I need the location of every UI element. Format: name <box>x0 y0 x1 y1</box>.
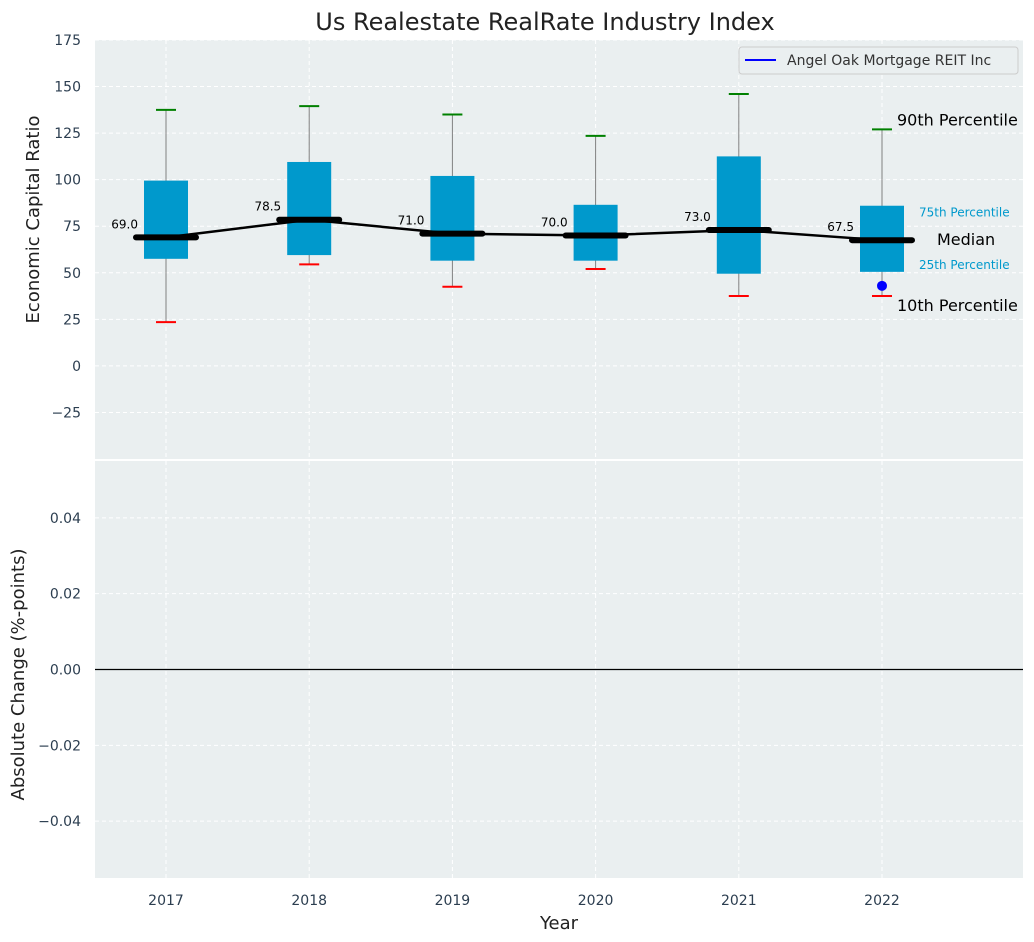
x-tick-label: 2021 <box>721 893 757 909</box>
annotation-p25: 25th Percentile <box>919 258 1010 272</box>
median-value-label: 69.0 <box>111 217 138 231</box>
bottom-y-axis-label: Absolute Change (%-points) <box>8 549 29 801</box>
x-tick-label: 2019 <box>435 893 471 909</box>
top-y-axis-label: Economic Capital Ratio <box>23 116 44 324</box>
median-value-label: 78.5 <box>254 200 281 214</box>
box <box>287 161 332 256</box>
top-y-tick-label: 100 <box>54 173 81 189</box>
x-tick-label: 2020 <box>578 893 614 909</box>
bottom-y-tick-label: −0.02 <box>38 738 81 754</box>
company-points <box>877 280 887 291</box>
bottom-y-tick-label: 0.02 <box>50 587 81 603</box>
x-axis-label: Year <box>539 913 579 934</box>
median-value-label: 71.0 <box>398 214 425 228</box>
box <box>144 180 188 259</box>
x-tick-label: 2017 <box>148 893 184 909</box>
medians: 69.0 78.5 71.0 70.0 73.0 67.5 <box>111 200 915 244</box>
bottom-panel: 0.04 0.02 0.00 −0.02 −0.04 Absolute Change (… <box>8 461 1023 878</box>
top-y-tick-label: −25 <box>51 405 81 421</box>
company-point <box>877 280 887 291</box>
x-tick-label: 2018 <box>291 893 327 909</box>
box <box>430 175 475 261</box>
annotation-p75: 75th Percentile <box>919 206 1010 220</box>
percentile-annotations: 90th Percentile 75th Percentile Median 2… <box>897 110 1018 315</box>
x-ticks: 2017 2018 2019 2020 2021 2022 <box>148 893 900 909</box>
top-y-tick-label: 25 <box>63 312 81 328</box>
annotation-p90: 90th Percentile <box>897 110 1018 129</box>
x-tick-label: 2022 <box>864 893 900 909</box>
top-y-tick-label: 150 <box>54 80 81 96</box>
chart-title: Us Realestate RealRate Industry Index <box>315 8 774 36</box>
median-value-label: 70.0 <box>541 216 568 230</box>
median-value-label: 73.0 <box>684 210 711 224</box>
legend-box <box>738 46 1019 75</box>
annotation-p10: 10th Percentile <box>897 296 1018 315</box>
bottom-y-tick-label: −0.04 <box>38 814 81 830</box>
box <box>716 156 761 274</box>
legend-label: Angel Oak Mortgage REIT Inc <box>787 53 991 69</box>
top-panel: 175 150 125 100 75 50 25 0 −25 69.0 78.5 71.0 70.0 7… <box>23 33 1023 459</box>
top-y-tick-label: 50 <box>63 266 81 282</box>
legend: Angel Oak Mortgage REIT Inc <box>738 46 1019 75</box>
top-y-tick-label: 175 <box>54 33 81 49</box>
annotation-median: Median <box>937 230 995 249</box>
top-y-ticks: 175 150 125 100 75 50 25 0 −25 <box>51 33 81 421</box>
top-y-tick-label: 125 <box>54 126 81 142</box>
bottom-y-tick-label: 0.04 <box>50 511 81 527</box>
bottom-y-tick-label: 0.00 <box>50 663 81 679</box>
median-value-label: 67.5 <box>827 220 854 234</box>
bottom-y-ticks: 0.04 0.02 0.00 −0.02 −0.04 <box>38 511 81 830</box>
top-y-tick-label: 0 <box>72 359 81 375</box>
top-y-tick-label: 75 <box>63 219 81 235</box>
